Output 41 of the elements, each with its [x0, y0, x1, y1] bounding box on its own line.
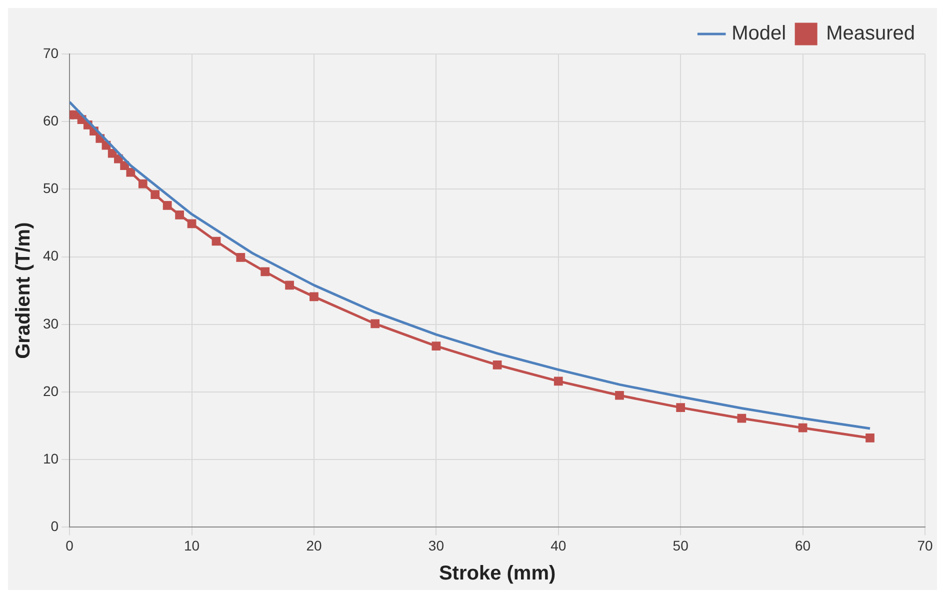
y-tick-label: 30: [42, 315, 59, 332]
x-tick-label: 60: [795, 537, 811, 554]
x-tick-label: 20: [306, 537, 322, 554]
point: [175, 210, 184, 220]
point: [432, 342, 441, 350]
point: [310, 292, 318, 302]
x-tick-label: 10: [184, 537, 200, 554]
point: [126, 168, 136, 177]
point: [285, 280, 294, 290]
y-tick-label: 40: [42, 248, 59, 264]
point: [212, 236, 221, 246]
point: [492, 360, 502, 370]
y-tick-label: 70: [42, 44, 59, 61]
point: [798, 423, 808, 432]
x-tick-label: 40: [550, 537, 566, 554]
x-tick-label: 30: [428, 537, 444, 554]
point: [554, 376, 563, 386]
point: [260, 267, 270, 276]
y-tick-label: 0: [50, 518, 59, 534]
y-tick-label: 10: [42, 450, 59, 466]
legend-label: Model: [732, 22, 786, 45]
point: [162, 200, 172, 210]
point: [138, 179, 148, 188]
y-tick-label: 50: [42, 180, 59, 196]
point: [676, 403, 686, 412]
point: [150, 190, 160, 200]
point: [615, 390, 624, 400]
point: [236, 253, 246, 262]
x-tick-label: 0: [66, 537, 74, 554]
legend-label: Measured: [826, 22, 915, 45]
point: [120, 161, 129, 170]
x-tick-label: 50: [672, 537, 689, 554]
x-tick-label: 70: [917, 537, 933, 554]
y-tick-label: 20: [42, 382, 59, 399]
y-axis-title: Gradient (T/m): [12, 222, 35, 359]
point: [866, 434, 874, 442]
point: [737, 414, 746, 423]
point: [187, 219, 196, 228]
y-tick-label: 60: [42, 112, 59, 128]
x-axis-title: Stroke (mm): [438, 562, 556, 585]
point: [370, 319, 380, 328]
